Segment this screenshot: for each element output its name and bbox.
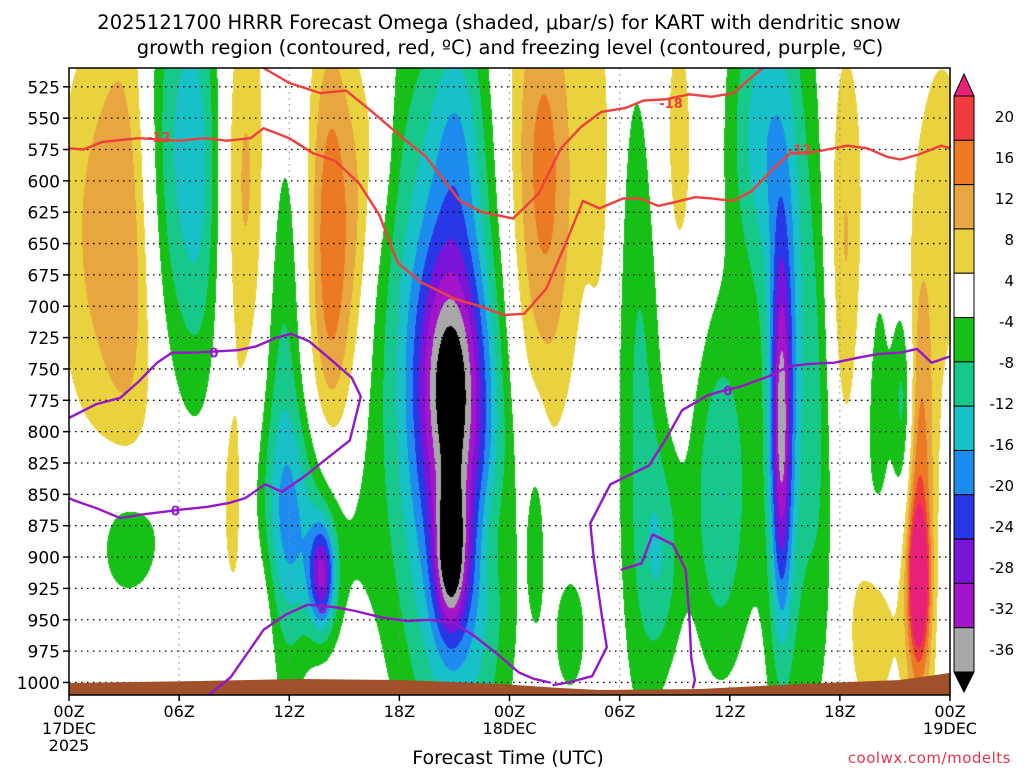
contour-line-3: [207, 603, 552, 695]
x-tick-label-36-0: 12Z: [714, 702, 745, 721]
y-tick-label-925: 925: [28, 580, 60, 600]
x-tick-label-0-1: 17DEC: [42, 719, 96, 738]
x-tick-label-0-0: 00Z: [53, 702, 84, 721]
colorbar-bin--8: [953, 317, 975, 363]
colorbar-bin--32: [953, 582, 975, 629]
contour-lines: -12 -12 -18 0 0 0 0: [69, 68, 950, 695]
colorbar-bin--36: [953, 627, 975, 673]
y-axis: 525 550 575 600 625 650 675 700 725 750 775 800 825 8…: [17, 78, 69, 694]
y-tick-label-775: 775: [28, 392, 60, 412]
contour-label-0-0: -12: [147, 131, 171, 146]
y-tick-label-950: 950: [28, 611, 60, 631]
chart-title-line-1: 2025121700 HRRR Forecast Omega (shaded, …: [97, 11, 900, 34]
colorbar: 20 16 12 8 4 -4 -8 -12 -16 -20 -24 -28 -32 -36: [953, 72, 1015, 694]
colorbar-bin--20: [953, 449, 975, 496]
colorbar-label--36: -36: [990, 641, 1015, 659]
contour-label-2-1: 0: [171, 505, 180, 520]
x-tick-label-18-0: 18Z: [384, 702, 415, 721]
x-tick-label-42-0: 18Z: [824, 702, 855, 721]
x-axis-label: Forecast Time (UTC): [412, 747, 603, 768]
x-tick-label-24-1: 18DEC: [483, 719, 537, 738]
colorbar-label--16: -16: [990, 436, 1015, 454]
colorbar-label--32: -32: [990, 600, 1015, 618]
colorbar-top-arrow: [953, 72, 975, 97]
colorbar-bin-12: [953, 139, 975, 186]
contour-label-4-0: 0: [723, 384, 732, 399]
colorbar-label-16: 16: [995, 149, 1014, 167]
x-tick-label-48-1: 19DEC: [923, 719, 977, 738]
contour-line-1: [262, 68, 764, 220]
chart-title-line-2: growth region (contoured, red, ºC) and f…: [137, 36, 884, 59]
colorbar-bin-4: [953, 228, 975, 274]
y-tick-label-825: 825: [28, 455, 60, 475]
colorbar-bin-16: [953, 95, 975, 141]
colorbar-bin--28: [953, 538, 975, 584]
contour-line-2: [69, 332, 362, 520]
plot-area: -12 -12 -18 0 0 0 0: [68, 67, 951, 696]
contour-label-0-1: -12: [788, 144, 812, 159]
contour-label-3-0: 0: [318, 602, 327, 617]
y-tick-label-675: 675: [28, 266, 60, 286]
colorbar-label-8: 8: [1004, 231, 1014, 249]
y-tick-label-650: 650: [28, 235, 60, 255]
contour-label-2-0: 0: [209, 347, 218, 362]
colorbar-label--12: -12: [990, 395, 1015, 413]
contour-label-1-0: -18: [659, 97, 683, 112]
colorbar-label--24: -24: [990, 518, 1015, 536]
colorbar-label--20: -20: [990, 477, 1015, 495]
colorbar-bin--4: [953, 272, 975, 319]
contour-line-5: [620, 533, 697, 689]
dotted-grid: [69, 68, 950, 695]
credit-text: coolwx.com/modelts: [848, 749, 1011, 767]
x-tick-label-6-0: 06Z: [163, 702, 194, 721]
y-tick-label-800: 800: [28, 423, 60, 443]
x-tick-label-0-2: 2025: [49, 736, 90, 755]
y-tick-label-850: 850: [28, 486, 60, 506]
colorbar-bin--12: [953, 361, 975, 407]
colorbar-bin-8: [953, 184, 975, 230]
colorbar-label--28: -28: [990, 559, 1015, 577]
x-tick-label-24-0: 00Z: [494, 702, 525, 721]
y-tick-label-750: 750: [28, 360, 60, 380]
colorbar-label--8: -8: [999, 354, 1014, 372]
y-tick-label-575: 575: [28, 141, 60, 161]
colorbar-bin--16: [953, 405, 975, 451]
y-tick-label-975: 975: [28, 643, 60, 663]
y-tick-label-525: 525: [28, 78, 60, 98]
y-tick-label-725: 725: [28, 329, 60, 349]
colorbar-bottom-arrow: [953, 671, 975, 694]
y-tick-label-1000: 1000: [17, 674, 60, 694]
y-tick-label-900: 900: [28, 549, 60, 569]
contour-line-4: [552, 347, 950, 687]
colorbar-bin--24: [953, 494, 975, 540]
colorbar-label-20: 20: [995, 108, 1014, 126]
colorbar-label-12: 12: [995, 190, 1014, 208]
y-tick-label-875: 875: [28, 517, 60, 537]
x-tick-label-30-0: 06Z: [604, 702, 635, 721]
contour-line-0: [69, 126, 950, 317]
y-tick-label-625: 625: [28, 204, 60, 224]
x-tick-label-48-0: 00Z: [934, 702, 965, 721]
x-tick-label-12-0: 12Z: [274, 702, 305, 721]
colorbar-label-4: 4: [1004, 272, 1014, 290]
y-tick-label-550: 550: [28, 110, 60, 130]
terrain-ground: [69, 673, 950, 695]
colorbar-label--4: -4: [999, 313, 1014, 331]
y-tick-label-600: 600: [28, 172, 60, 192]
y-tick-label-700: 700: [28, 298, 60, 318]
